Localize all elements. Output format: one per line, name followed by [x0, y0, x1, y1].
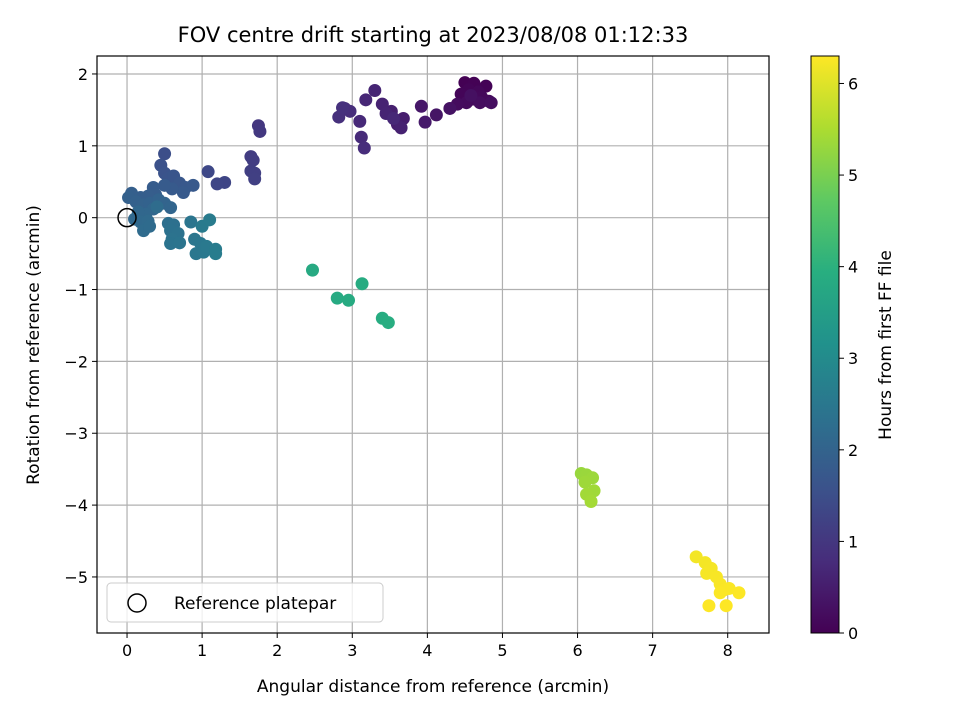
- data-point: [210, 177, 224, 191]
- data-point: [368, 83, 382, 97]
- data-point: [164, 201, 178, 215]
- data-point: [184, 215, 198, 229]
- x-tick-label: 4: [422, 641, 432, 660]
- data-point: [387, 112, 401, 126]
- x-tick-label: 7: [648, 641, 658, 660]
- data-point: [143, 219, 157, 233]
- colorbar-tick-label: 5: [848, 166, 858, 185]
- data-point: [578, 475, 592, 489]
- y-tick-label: 1: [78, 137, 88, 156]
- y-tick-label: −3: [64, 424, 88, 443]
- data-point: [342, 293, 356, 307]
- data-point: [336, 101, 350, 115]
- colorbar-tick-label: 4: [848, 258, 858, 277]
- data-point: [158, 147, 172, 161]
- data-point: [173, 236, 187, 250]
- x-tick-label: 6: [572, 641, 582, 660]
- data-point: [353, 114, 367, 128]
- data-point: [355, 277, 369, 291]
- data-point: [176, 186, 190, 200]
- data-point: [357, 141, 371, 155]
- data-point: [473, 96, 487, 110]
- data-point: [354, 130, 368, 144]
- colorbar-gradient: [810, 55, 840, 634]
- y-tick-label: 2: [78, 65, 88, 84]
- y-tick-label: −2: [64, 352, 88, 371]
- data-point: [381, 316, 395, 330]
- data-point: [464, 89, 478, 103]
- legend-entry-label: Reference platepar: [174, 594, 336, 614]
- plot-frame: [96, 55, 770, 634]
- x-tick-label: 8: [723, 641, 733, 660]
- colorbar-tick-label: 6: [848, 74, 858, 93]
- x-axis-label: Angular distance from reference (arcmin): [257, 677, 609, 697]
- legend-open-circle-marker: [127, 593, 147, 613]
- y-tick-label: −1: [64, 281, 88, 300]
- data-point: [150, 200, 164, 214]
- colorbar-tick-label: 3: [848, 349, 858, 368]
- colorbar-tick-label: 2: [848, 441, 858, 460]
- colorbar-tick-label: 1: [848, 532, 858, 551]
- data-point: [700, 566, 714, 580]
- grid-lines: [97, 56, 769, 633]
- data-point: [330, 291, 344, 305]
- data-point: [158, 178, 172, 192]
- y-tick-label: −4: [64, 496, 88, 515]
- x-tick-label: 3: [347, 641, 357, 660]
- data-point: [253, 124, 267, 138]
- reference-platepar-marker: [117, 207, 137, 228]
- data-point: [305, 263, 319, 277]
- colorbar-label: Hours from first FF file: [876, 250, 896, 440]
- x-tick-label: 1: [197, 641, 207, 660]
- data-point: [186, 178, 200, 192]
- data-points: [122, 76, 746, 613]
- x-axis-ticks: 0 1 2 3 4 5 6 7 8: [122, 633, 733, 660]
- data-point: [248, 172, 262, 186]
- data-point: [443, 101, 457, 115]
- data-point: [418, 115, 432, 129]
- data-point: [394, 121, 408, 135]
- data-point: [702, 599, 716, 613]
- data-point: [209, 247, 223, 261]
- chart-title: FOV centre drift starting at 2023/08/08 …: [178, 23, 689, 47]
- legend-box: [106, 582, 384, 623]
- x-tick-label: 2: [272, 641, 282, 660]
- y-tick-label: 0: [78, 209, 88, 228]
- colorbar-tick-label: 0: [848, 624, 858, 643]
- colorbar-ticks: 0 1 2 3 4 5 6: [839, 74, 858, 643]
- x-tick-label: 0: [122, 641, 132, 660]
- data-point: [414, 99, 428, 113]
- data-point: [246, 153, 260, 167]
- y-axis-label: Rotation from reference (arcmin): [24, 205, 44, 485]
- data-point: [719, 599, 733, 613]
- colorbar: 0 1 2 3 4 5 6 Hours from first FF file: [810, 55, 896, 643]
- data-point: [713, 586, 727, 600]
- data-point: [429, 108, 443, 122]
- data-point: [484, 96, 498, 110]
- data-point: [203, 213, 217, 227]
- data-point: [201, 165, 215, 179]
- y-tick-label: −5: [64, 568, 88, 587]
- data-point: [732, 586, 746, 600]
- legend: Reference platepar: [106, 582, 384, 623]
- x-tick-label: 5: [497, 641, 507, 660]
- data-point: [584, 495, 598, 509]
- y-axis-ticks: −5 −4 −3 −2 −1 0 1 2: [64, 65, 97, 587]
- data-point: [359, 93, 373, 107]
